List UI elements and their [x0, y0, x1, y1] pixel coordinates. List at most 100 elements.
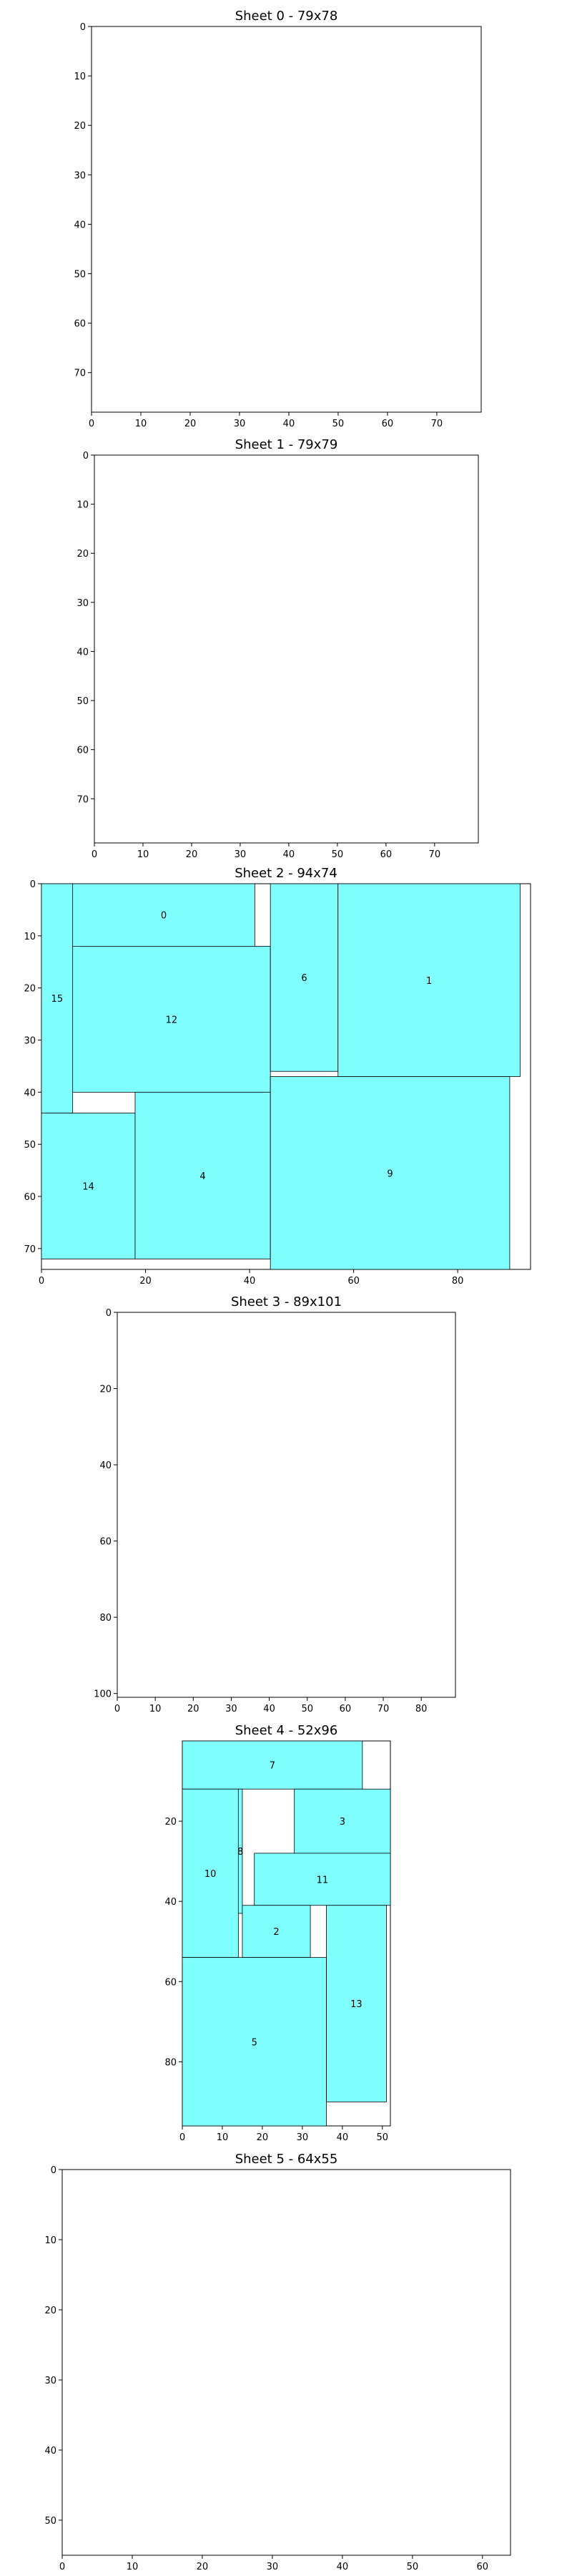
sheet-2-piece-12 — [72, 946, 271, 1093]
sheet-3-xtick-label: 40 — [263, 1704, 275, 1714]
sheet-2-title: Sheet 2 - 94x74 — [235, 866, 337, 881]
sheet-3-ytick-label: 60 — [99, 1537, 112, 1548]
sheet-1-xtick-label: 10 — [137, 849, 149, 860]
sheet-1-xtick-label: 0 — [92, 849, 97, 860]
sheet-1-ytick-label: 10 — [77, 500, 89, 511]
sheet-0-axes-frame — [91, 26, 482, 413]
sheet-4-piece-3 — [294, 1788, 391, 1854]
sheet-5-ytick-label: 30 — [44, 2376, 56, 2386]
sheet-0-xtick-label: 20 — [184, 419, 197, 429]
sheet-2-ytick-label: 50 — [24, 1140, 36, 1151]
sheet-2-piece-1 — [337, 883, 521, 1077]
sheet-5-xtick-label: 60 — [477, 2562, 489, 2572]
sheet-3-title: Sheet 3 - 89x101 — [231, 1294, 342, 1309]
sheet-0-xtick-label: 10 — [135, 419, 147, 429]
sheet-0-ytick-label: 70 — [74, 369, 86, 379]
sheet-0-ytick-label: 40 — [74, 220, 86, 230]
sheet-3-axes-frame — [117, 1312, 456, 1698]
sheet-4-piece-11 — [254, 1853, 391, 1906]
sheet-3-panel: Sheet 3 - 89x101 0 10 20 30 40 50 60 70 80 0 20 40 60… — [94, 1294, 456, 1714]
sheet-5-ytick-label: 50 — [44, 2516, 56, 2527]
sheet-4-xtick-label: 0 — [179, 2132, 185, 2143]
sheet-2-ytick-label: 30 — [24, 1036, 36, 1047]
sheet-2-xtick-label: 0 — [39, 1276, 44, 1287]
sheet-1-axes-frame — [94, 454, 479, 844]
sheet-2-piece-label-9: 9 — [387, 1169, 393, 1179]
sheet-2-xtick-label: 80 — [452, 1276, 464, 1287]
sheet-3-xtick-label: 10 — [149, 1704, 162, 1714]
sheet-2-ytick-label: 10 — [24, 932, 36, 942]
sheet-2-piece-label-15: 15 — [51, 994, 64, 1005]
sheet-0-xtick-label: 0 — [89, 419, 94, 429]
sheet-2-ytick-label: 40 — [24, 1088, 36, 1098]
sheet-1-xtick-label: 60 — [380, 849, 393, 860]
sheet-2-piece-label-4: 4 — [199, 1171, 205, 1182]
sheet-4-piece-label-2: 2 — [273, 1927, 279, 1938]
sheet-3-xtick-label: 20 — [187, 1704, 199, 1714]
sheet-4-piece-label-8: 8 — [237, 1847, 243, 1858]
sheet-2-piece-label-1: 1 — [426, 976, 432, 987]
sheet-5-xtick-label: 10 — [127, 2562, 139, 2572]
sheet-3-xtick-label: 30 — [225, 1704, 237, 1714]
sheet-1-ytick-label: 30 — [77, 598, 89, 609]
sheet-0-ytick-label: 0 — [80, 22, 86, 33]
sheet-4-ytick-label: 20 — [164, 1817, 177, 1828]
sheet-3-xtick-label: 60 — [340, 1704, 352, 1714]
sheet-2-piece-14 — [41, 1113, 136, 1259]
sheet-2-piece-4 — [134, 1091, 271, 1259]
sheet-5-xtick-label: 0 — [59, 2562, 65, 2572]
sheet-4-piece-label-7: 7 — [270, 1761, 275, 1772]
sheet-4-xtick-label: 30 — [297, 2132, 309, 2143]
sheet-4-ytick-label: 80 — [164, 2057, 177, 2068]
sheet-2-panel: Sheet 2 - 94x74 15 0 12 6 1 14 4 9 0 20 40 60 80 0 10 20… — [24, 866, 531, 1287]
sheet-0-ytick-label: 20 — [74, 121, 86, 132]
sheet-4-piece-7 — [182, 1740, 363, 1790]
sheet-0-xtick-label: 60 — [382, 419, 394, 429]
sheet-3-xtick-label: 50 — [301, 1704, 313, 1714]
sheet-5-ytick-label: 0 — [51, 2165, 56, 2176]
sheet-5-xtick-label: 20 — [197, 2562, 209, 2572]
sheet-0-xtick-label: 30 — [234, 419, 246, 429]
sheet-0-ytick-label: 30 — [74, 170, 86, 181]
sheet-4-piece-5 — [182, 1957, 327, 2127]
sheet-1-ytick-label: 20 — [77, 549, 89, 560]
sheet-4-piece-13 — [326, 1905, 387, 2102]
sheet-0-xtick-label: 50 — [332, 419, 345, 429]
sheet-4-xtick-label: 10 — [217, 2132, 229, 2143]
sheet-0-xtick-label: 40 — [283, 419, 295, 429]
sheet-4-title: Sheet 4 - 52x96 — [235, 1723, 338, 1738]
sheet-3-xtick-label: 0 — [114, 1704, 120, 1714]
sheet-2-xtick-label: 20 — [139, 1276, 152, 1287]
sheet-5-panel: Sheet 5 - 64x55 0 10 20 30 40 50 60 0 10 20 30 40 50 — [44, 2152, 511, 2572]
sheet-2-piece-label-14: 14 — [82, 1181, 94, 1192]
sheet-0-xtick-label: 70 — [431, 419, 443, 429]
sheet-1-xtick-label: 70 — [429, 849, 441, 860]
sheet-1-ytick-label: 40 — [77, 647, 89, 658]
sheet-5-ytick-label: 40 — [44, 2446, 56, 2457]
sheet-2-piece-9 — [270, 1076, 511, 1270]
sheet-1-ytick-label: 0 — [83, 451, 89, 462]
sheet-0-ytick-label: 60 — [74, 319, 86, 330]
sheet-4-xtick-label: 50 — [377, 2132, 389, 2143]
sheet-2-ytick-label: 60 — [24, 1192, 36, 1203]
sheet-3-ytick-label: 20 — [99, 1385, 112, 1395]
sheet-1-panel: Sheet 1 - 79x79 0 10 20 30 40 50 60 70 0 10 20 30 40 5… — [77, 437, 479, 860]
sheet-4-piece-label-5: 5 — [252, 2037, 257, 2048]
sheet-4-xtick-label: 40 — [337, 2132, 349, 2143]
sheet-4-ytick-label: 60 — [164, 1977, 177, 1988]
sheet-4-piece-label-10: 10 — [204, 1869, 217, 1880]
sheet-1-ytick-label: 60 — [77, 746, 89, 756]
sheet-5-xtick-label: 50 — [407, 2562, 419, 2572]
sheet-1-xtick-label: 50 — [332, 849, 344, 860]
sheet-5-xtick-label: 30 — [267, 2562, 279, 2572]
sheet-1-xtick-label: 30 — [235, 849, 247, 860]
sheet-4-piece-10 — [182, 1788, 239, 1958]
sheet-1-title: Sheet 1 - 79x79 — [235, 437, 338, 452]
sheet-3-xtick-label: 70 — [378, 1704, 390, 1714]
sheet-1-ytick-label: 70 — [77, 794, 89, 805]
sheet-4-xtick-label: 20 — [257, 2132, 269, 2143]
sheet-5-title: Sheet 5 - 64x55 — [235, 2152, 338, 2167]
sheet-1-xtick-label: 20 — [186, 849, 198, 860]
